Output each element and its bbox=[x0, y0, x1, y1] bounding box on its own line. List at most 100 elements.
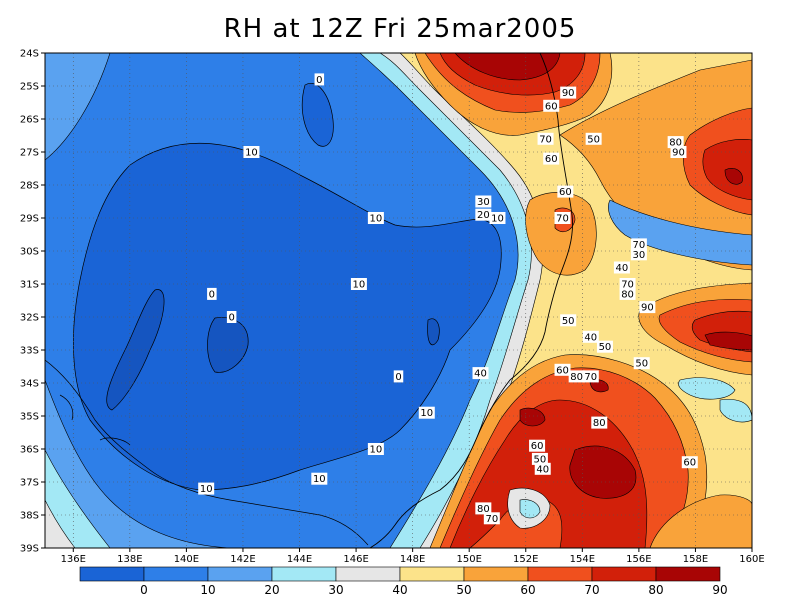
colorbar bbox=[79, 566, 721, 582]
colorbar-tick-label: 0 bbox=[140, 583, 148, 597]
contour-label: 80 bbox=[570, 372, 583, 383]
colorbar-swatch bbox=[79, 566, 145, 582]
map-title: RH at 12Z Fri 25mar2005 bbox=[223, 14, 577, 44]
contour-label: 40 bbox=[536, 464, 549, 475]
lon-tick-label: 136E bbox=[61, 554, 86, 565]
contour-label: 0 bbox=[395, 372, 401, 383]
contour-label: 10 bbox=[370, 214, 383, 225]
colorbar-tick-label: 30 bbox=[328, 583, 343, 597]
contour-label-bg bbox=[591, 416, 608, 429]
contour-label: 30 bbox=[633, 250, 646, 261]
lat-tick-label: 33S bbox=[20, 346, 39, 357]
lat-tick-label: 30S bbox=[20, 247, 39, 258]
colorbar-tick-label: 90 bbox=[712, 583, 727, 597]
lat-tick-label: 35S bbox=[20, 412, 39, 423]
colorbar-swatch bbox=[655, 566, 721, 582]
contour-label-bg bbox=[554, 212, 571, 224]
contour-label: 50 bbox=[599, 342, 612, 353]
lon-tick-labels: 136E 138E 140E 142E 144E 146E 148E 150E 152E 154E… bbox=[61, 548, 765, 565]
lon-tick-label: 152E bbox=[513, 554, 538, 565]
contour-label: 30 bbox=[477, 197, 490, 208]
colorbar-tick-label: 50 bbox=[456, 583, 471, 597]
contour-label-bg bbox=[633, 357, 650, 370]
contour-label: 60 bbox=[531, 441, 544, 452]
contour-label: 10 bbox=[245, 148, 258, 159]
contour-label-bg bbox=[582, 370, 599, 383]
contour-label: 90 bbox=[562, 88, 575, 99]
lon-tick-label: 140E bbox=[174, 554, 199, 565]
contour-label-bg bbox=[630, 238, 647, 251]
contour-label-bg bbox=[568, 370, 585, 383]
lat-tick-label: 24S bbox=[20, 49, 39, 60]
contour-label-bg bbox=[681, 456, 698, 469]
contour-label-bg bbox=[630, 248, 647, 261]
colorbar-tick-label: 80 bbox=[648, 583, 663, 597]
contour-label-bg bbox=[619, 278, 636, 290]
contour-label: 80 bbox=[621, 289, 634, 300]
contour-fills bbox=[45, 53, 752, 548]
contour-label-bg bbox=[534, 462, 551, 475]
colorbar-tick-label: 20 bbox=[264, 583, 279, 597]
plot-frame bbox=[44, 52, 753, 549]
contour-label: 0 bbox=[209, 289, 215, 300]
contour-label: 70 bbox=[539, 134, 552, 145]
contour-label-bg bbox=[393, 370, 404, 383]
contour-label: 70 bbox=[485, 514, 498, 525]
lon-tick-label: 144E bbox=[287, 554, 312, 565]
contour-label: 70 bbox=[584, 372, 597, 383]
lon-tick-label: 154E bbox=[570, 554, 595, 565]
contour-label-bg bbox=[554, 363, 571, 376]
contour-label: 0 bbox=[228, 313, 234, 324]
colorbar-tick-label: 10 bbox=[200, 583, 215, 597]
lon-tick-label: 146E bbox=[343, 554, 368, 565]
lat-tick-labels: 24S 25S 26S 27S 28S 29S 30S 31S 32S 33S 34S 35S 36S 3… bbox=[20, 49, 45, 555]
contour-label: 60 bbox=[545, 154, 558, 165]
contour-label-bg bbox=[543, 152, 560, 165]
colorbar-swatch bbox=[591, 566, 657, 582]
lon-tick-label: 150E bbox=[456, 554, 481, 565]
contour-label-bg bbox=[418, 406, 435, 419]
lat-tick-label: 31S bbox=[20, 280, 39, 291]
lon-tick-label: 158E bbox=[683, 554, 708, 565]
lon-tick-label: 156E bbox=[626, 554, 651, 565]
colorbar-swatch bbox=[207, 566, 273, 582]
lat-tick-label: 25S bbox=[20, 82, 39, 93]
contour-label-bg bbox=[531, 452, 548, 465]
lon-tick-label: 148E bbox=[400, 554, 425, 565]
contour-label-bg bbox=[560, 86, 577, 99]
colorbar-swatch bbox=[271, 566, 337, 582]
colorbar-swatch bbox=[463, 566, 529, 582]
contour-label: 80 bbox=[477, 504, 490, 515]
lat-tick-label: 34S bbox=[20, 379, 39, 390]
contour-label: 50 bbox=[562, 316, 575, 327]
contour-label-bg bbox=[483, 512, 500, 525]
contour-label-bg bbox=[619, 287, 636, 300]
contour-label-bg bbox=[639, 301, 656, 314]
lat-tick-label: 36S bbox=[20, 445, 39, 456]
lon-tick-label: 142E bbox=[230, 554, 255, 565]
colorbar-tick-label: 70 bbox=[584, 583, 599, 597]
contour-label-bg bbox=[667, 136, 684, 149]
contour-label: 10 bbox=[491, 214, 504, 225]
contour-label: 50 bbox=[534, 454, 547, 465]
contour-label: 60 bbox=[559, 187, 572, 198]
contour-label-bg bbox=[243, 146, 260, 158]
contour-label-bg bbox=[670, 146, 687, 158]
contour-label: 50 bbox=[635, 359, 648, 370]
contour-label: 90 bbox=[641, 303, 654, 314]
contour-label: 0 bbox=[316, 75, 322, 86]
contour-label: 50 bbox=[587, 134, 600, 145]
lat-tick-label: 32S bbox=[20, 313, 39, 324]
contour-label-bg bbox=[585, 132, 602, 145]
colorbar-swatch bbox=[399, 566, 465, 582]
colorbar-swatch bbox=[143, 566, 209, 582]
contour-label: 80 bbox=[593, 418, 606, 429]
contour-label: 70 bbox=[621, 280, 634, 291]
contour-label: 80 bbox=[669, 138, 682, 149]
contour-label-bg bbox=[543, 99, 560, 112]
contour-label-bg bbox=[226, 311, 237, 323]
contour-label-bg bbox=[367, 212, 384, 224]
contour-label-bg bbox=[475, 195, 492, 208]
